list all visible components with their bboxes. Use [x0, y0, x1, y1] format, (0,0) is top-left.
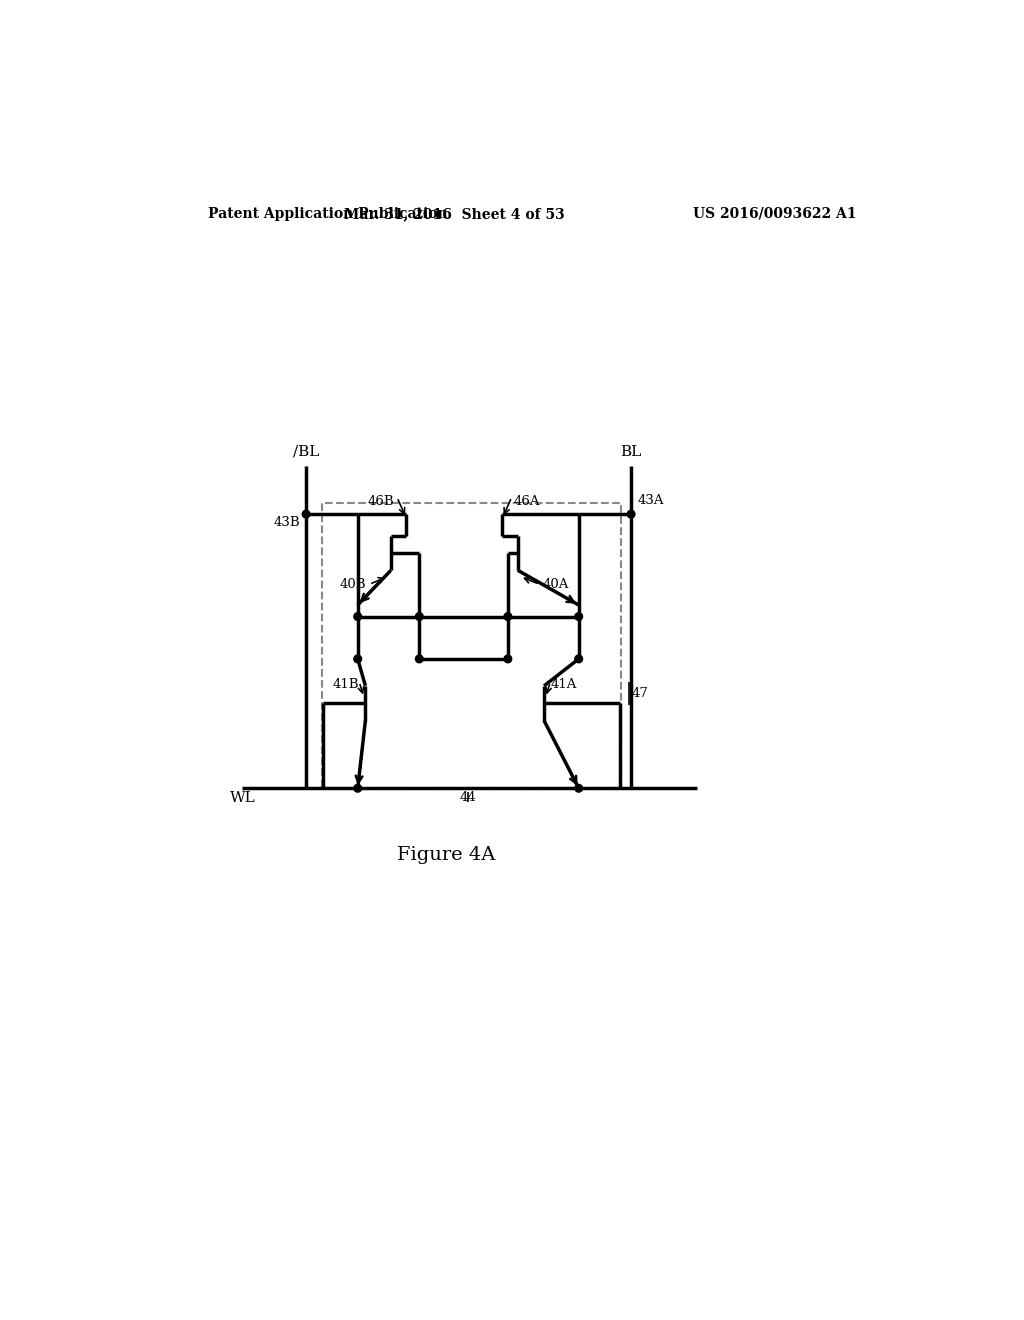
Text: 40A: 40A	[543, 578, 569, 591]
Text: 41B: 41B	[333, 678, 359, 692]
Circle shape	[574, 655, 583, 663]
Text: BL: BL	[621, 445, 642, 459]
Circle shape	[504, 655, 512, 663]
Text: Figure 4A: Figure 4A	[397, 846, 496, 865]
Text: 43B: 43B	[273, 516, 300, 529]
Text: US 2016/0093622 A1: US 2016/0093622 A1	[692, 207, 856, 220]
Circle shape	[354, 784, 361, 792]
Text: 43A: 43A	[637, 494, 664, 507]
Circle shape	[504, 612, 512, 620]
Circle shape	[416, 612, 423, 620]
Circle shape	[354, 612, 361, 620]
Text: 41A: 41A	[550, 678, 577, 692]
Circle shape	[416, 655, 423, 663]
Circle shape	[628, 511, 635, 517]
Circle shape	[574, 612, 583, 620]
Text: /BL: /BL	[293, 445, 319, 459]
Text: WL: WL	[229, 791, 255, 805]
Circle shape	[302, 511, 310, 517]
Text: 46A: 46A	[514, 495, 541, 508]
Text: Patent Application Publication: Patent Application Publication	[208, 207, 447, 220]
Text: 40B: 40B	[340, 578, 367, 591]
Bar	[322, 503, 621, 788]
Text: 47: 47	[632, 686, 649, 700]
Text: Mar. 31, 2016  Sheet 4 of 53: Mar. 31, 2016 Sheet 4 of 53	[344, 207, 564, 220]
Text: 44: 44	[460, 791, 476, 804]
Circle shape	[354, 655, 361, 663]
Text: 46B: 46B	[368, 495, 394, 508]
Circle shape	[574, 784, 583, 792]
